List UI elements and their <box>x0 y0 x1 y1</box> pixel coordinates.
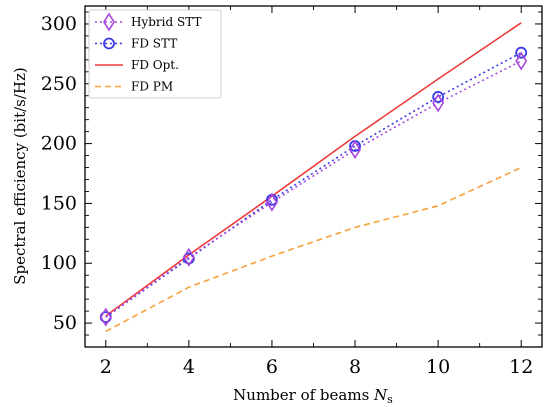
legend-label-fd-opt: FD Opt. <box>131 58 179 72</box>
legend-label-fd-pm: FD PM <box>131 80 173 94</box>
x-tick-label-4: 4 <box>183 356 195 378</box>
data-point-hybrid-stt <box>349 140 361 160</box>
legend: Hybrid STT FD STT FD Opt. FD PM <box>88 9 222 99</box>
data-point-fd-stt <box>515 46 528 59</box>
y-tick-label-100: 100 <box>41 252 77 274</box>
legend-label-fd-stt: FD STT <box>131 37 177 51</box>
series-layer <box>99 22 528 333</box>
series-line-fd-opt <box>105 22 522 317</box>
y-tick-label-300: 300 <box>41 13 77 35</box>
data-point-fd-stt <box>432 91 445 103</box>
series-line-hybrid-stt <box>105 60 522 318</box>
y-tick-label-50: 50 <box>53 312 77 334</box>
series-line-fd-pm <box>105 166 522 333</box>
y-tick-label-250: 250 <box>41 73 77 95</box>
data-point-hybrid-stt <box>182 247 195 267</box>
x-tick-label-6: 6 <box>266 356 278 378</box>
legend-box <box>88 9 222 99</box>
data-point-hybrid-stt <box>432 93 445 113</box>
data-point-hybrid-stt <box>99 307 112 327</box>
x-tick-label-10: 10 <box>426 356 450 378</box>
data-point-hybrid-stt <box>266 192 278 212</box>
x-tick-label-2: 2 <box>100 356 112 378</box>
y-axis-label: Spectral efficiency (bit/s/Hz) <box>11 67 29 285</box>
legend-label-hybrid-stt: Hybrid STT <box>131 15 201 29</box>
x-tick-label-12: 12 <box>509 356 533 378</box>
legend-marker-fd-stt <box>103 37 115 50</box>
y-tick-label-150: 150 <box>41 192 77 214</box>
data-point-hybrid-stt <box>515 51 528 71</box>
x-tick-label-8: 8 <box>349 356 361 378</box>
y-tick-label-200: 200 <box>41 133 77 155</box>
x-axis-label: Number of beams Ns <box>233 386 393 406</box>
axis-ticks: 2 4 6 8 10 12 50 100 150 200 250 300 <box>41 6 542 378</box>
legend-marker-hybrid-stt <box>103 12 115 32</box>
